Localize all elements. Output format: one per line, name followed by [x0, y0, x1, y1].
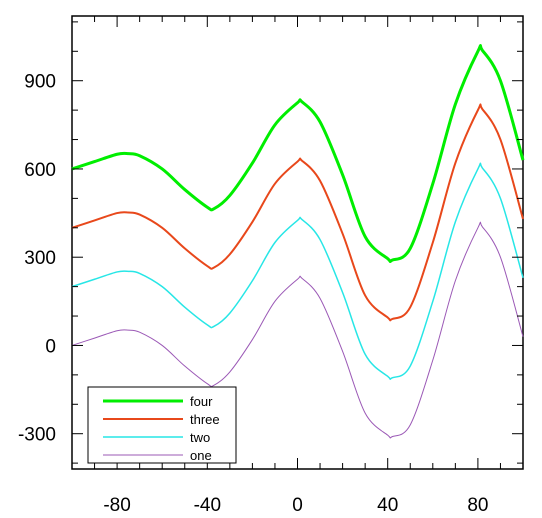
axis-ticks: [71, 16, 524, 469]
legend-label-three: three: [190, 412, 220, 427]
series-line-two: [71, 162, 524, 380]
y-tick-label: 600: [24, 160, 56, 181]
y-tick-label: 300: [24, 248, 56, 269]
legend-entries: four three two one: [103, 394, 220, 463]
series-line-three: [71, 103, 524, 322]
legend: four three two one: [87, 386, 237, 464]
tick-labels: -80 -40 0 40 80 -300 0 300 600 900: [18, 72, 489, 516]
x-tick-label: 0: [292, 495, 303, 516]
series-layer: [71, 44, 525, 439]
y-tick-label: -300: [18, 425, 56, 446]
y-tick-label: 0: [45, 336, 56, 357]
legend-label-two: two: [190, 430, 210, 445]
y-tick-label: 900: [24, 72, 56, 93]
x-tick-label: 80: [467, 495, 488, 516]
legend-label-four: four: [190, 394, 213, 409]
legend-label-one: one: [190, 448, 212, 463]
series-line-four: [71, 44, 525, 264]
x-tick-label: -40: [194, 495, 221, 516]
x-tick-label: -80: [103, 495, 130, 516]
series-line-one: [71, 221, 524, 439]
x-tick-label: 40: [377, 495, 398, 516]
